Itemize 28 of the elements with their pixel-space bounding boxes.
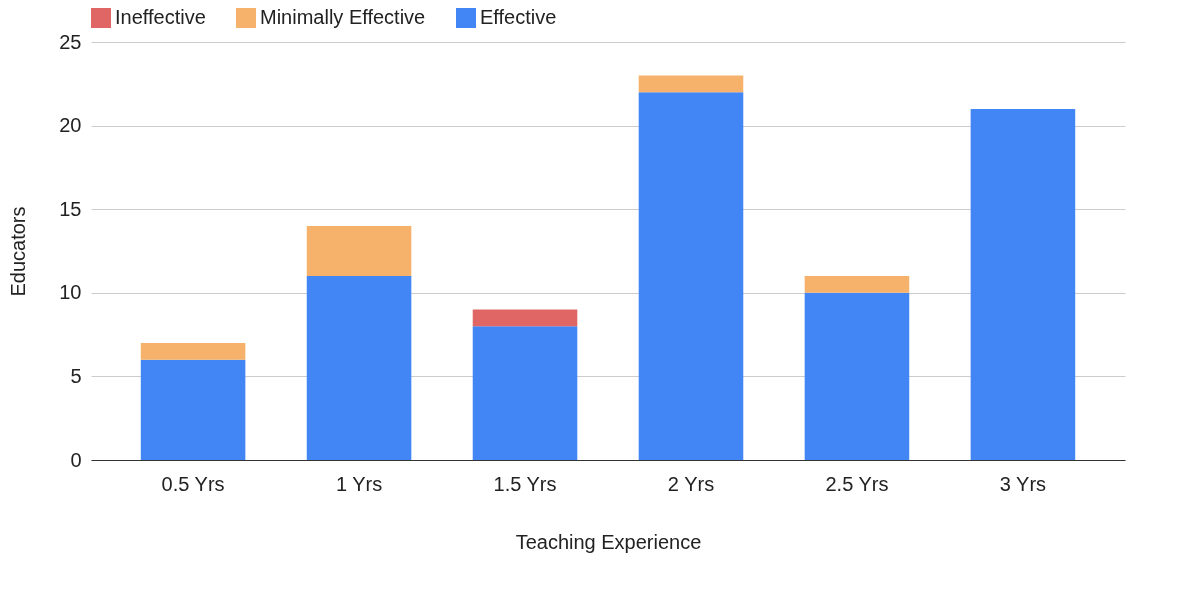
legend-label: Ineffective xyxy=(115,6,206,28)
bar xyxy=(638,92,744,460)
bar xyxy=(638,75,744,93)
y-axis-title: Educators xyxy=(7,206,30,297)
x-axis-title: Teaching Experience xyxy=(515,530,702,553)
bar xyxy=(472,326,578,460)
y-tick-label: 5 xyxy=(70,364,82,387)
y-tick-label: 25 xyxy=(59,30,82,53)
legend-label: Minimally Effective xyxy=(260,6,426,28)
x-tick-label: 0.5 Yrs xyxy=(161,472,225,495)
bar xyxy=(140,359,246,460)
legend-label: Effective xyxy=(480,6,557,28)
bar xyxy=(306,225,412,277)
y-tick-label: 20 xyxy=(59,114,82,137)
x-tick-label: 2 Yrs xyxy=(667,472,715,495)
bar xyxy=(306,276,412,460)
x-tick-label: 2.5 Yrs xyxy=(825,472,889,495)
bar xyxy=(472,309,578,327)
y-tick-label: 15 xyxy=(59,197,82,220)
x-tick-label: 1 Yrs xyxy=(335,472,383,495)
y-tick-label: 0 xyxy=(70,448,82,471)
bar xyxy=(804,292,910,460)
bar xyxy=(140,342,246,360)
bar xyxy=(970,108,1076,460)
x-tick-label: 3 Yrs xyxy=(999,472,1047,495)
x-tick-label: 1.5 Yrs xyxy=(493,472,557,495)
bar xyxy=(804,276,910,293)
y-tick-label: 10 xyxy=(59,281,82,304)
